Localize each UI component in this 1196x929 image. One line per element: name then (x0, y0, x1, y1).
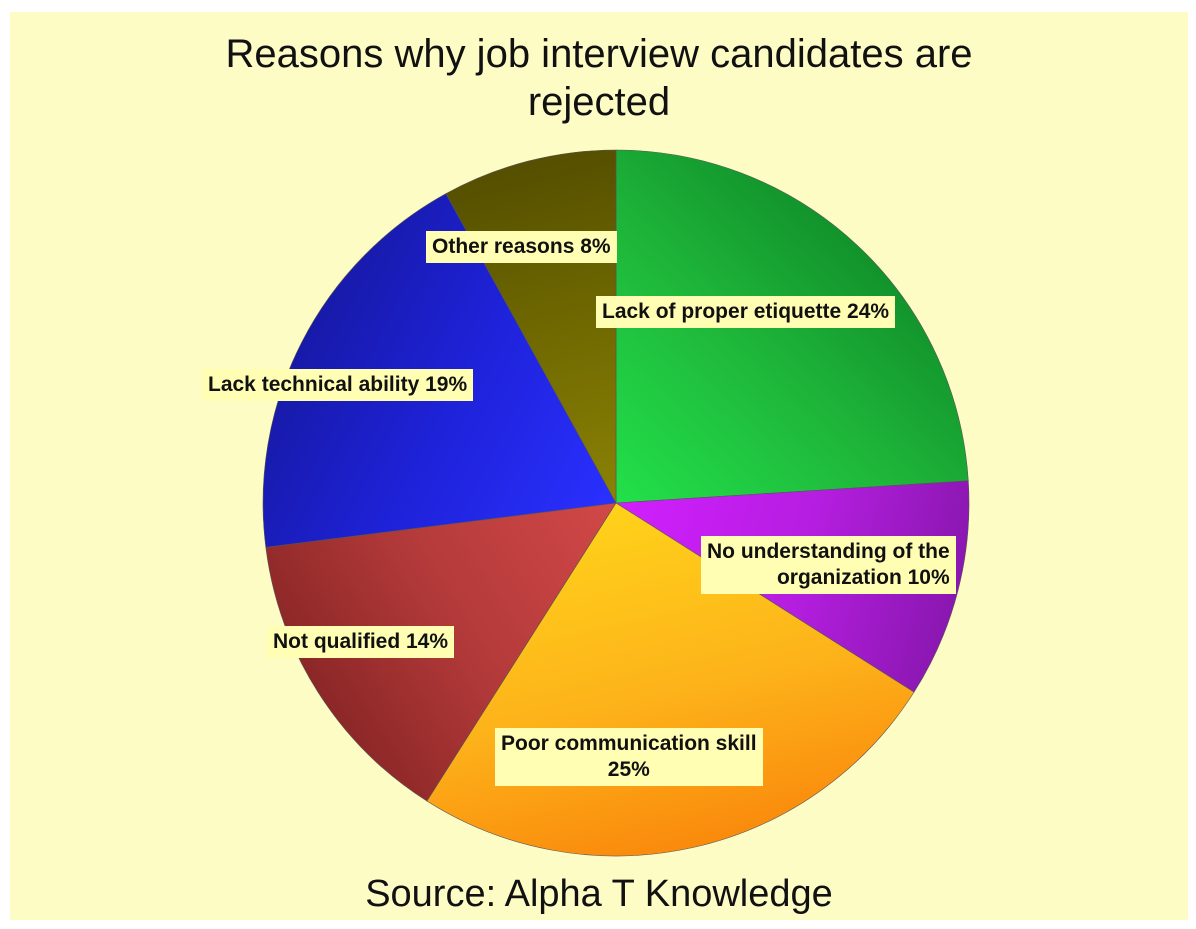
slice-label-text: Poor communication skill (501, 732, 757, 755)
chart-title-line-2: rejected (527, 80, 671, 124)
slice-label-technical: Lack technical ability 19% (202, 369, 474, 401)
slice-label-etiquette: Lack of proper etiquette 24% (596, 296, 896, 328)
slice-label-text: Other reasons 8% (432, 235, 611, 258)
chart-source: Source: Alpha T Knowledge (365, 873, 833, 915)
slice-label-other: Other reasons 8% (426, 231, 617, 263)
chart-title: Reasons why job interview candidates are… (10, 30, 1188, 126)
chart-container: Reasons why job interview candidates are… (10, 12, 1188, 920)
slice-label-text: No understanding of the (707, 540, 950, 563)
slice-label-text: organization 10% (776, 566, 950, 589)
slice-label-text: Not qualified 14% (273, 630, 449, 653)
slice-label-text: 25% (607, 758, 650, 781)
chart-title-line-1: Reasons why job interview candidates are (225, 32, 973, 76)
slice-label-communication: Poor communication skill 25% (495, 728, 763, 786)
slice-label-text: Lack technical ability 19% (208, 373, 468, 396)
slice-label-not-qualified: Not qualified 14% (267, 626, 455, 658)
slice-label-organization: No understanding of the organization 10% (701, 536, 956, 594)
slice-label-text: Lack of proper etiquette 24% (602, 300, 890, 323)
